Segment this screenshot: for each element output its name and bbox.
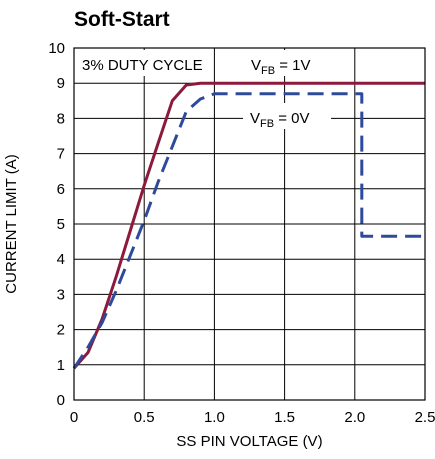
vfb1-label: VFB = 1V [251,57,311,77]
x-tick-labels: 0 0.5 1.0 1.5 2.0 2.5 [70,409,435,426]
vfb1-label-v: V [251,57,261,74]
grid [74,48,425,400]
y-tick-label: 7 [57,146,65,163]
y-tick-label: 4 [57,251,65,268]
x-tick-label: 1.0 [204,409,225,426]
x-axis-label: SS PIN VOLTAGE (V) [176,433,322,450]
y-axis-label: CURRENT LIMIT (A) [3,154,20,293]
x-tick-label: 1.5 [274,409,295,426]
vfb0-label-bg [243,103,331,129]
y-tick-label: 3 [57,286,65,303]
x-tick-label: 2.5 [415,409,435,426]
duty-cycle-label-bg [77,50,207,76]
y-tick-label: 5 [57,216,65,233]
duty-cycle-label: 3% DUTY CYCLE [82,57,203,74]
vfb1-label-sub: FB [261,65,275,77]
plot-frame [73,47,426,401]
vfb0-label-sub: FB [260,118,274,130]
y-tick-label: 6 [57,181,65,198]
y-tick-label: 10 [48,40,65,57]
series-layer [72,81,425,370]
y-tick-label: 8 [57,110,65,127]
y-tick-label: 0 [57,392,65,409]
vfb1-label-bg [235,50,325,76]
vfb1-label-rest: = 1V [275,57,310,74]
chart-title: Soft-Start [74,8,170,31]
y-tick-label: 2 [57,322,65,339]
y-tick-labels: 0 1 2 3 4 5 6 7 8 9 10 [48,40,65,409]
x-tick-label: 2.0 [344,409,365,426]
y-tick-label: 1 [57,357,65,374]
vfb0-label-rest: = 0V [274,110,309,127]
y-tick-label: 9 [57,75,65,92]
vfb0-label: VFB = 0V [250,110,310,130]
vfb0-label-v: V [250,110,260,127]
x-tick-label: 0 [70,409,78,426]
series-line-vfb-0v [72,92,425,370]
annotations: 3% DUTY CYCLE VFB = 1V VFB = 0V [77,50,331,130]
x-tick-label: 0.5 [134,409,155,426]
series-line-vfb-1v [72,81,425,370]
